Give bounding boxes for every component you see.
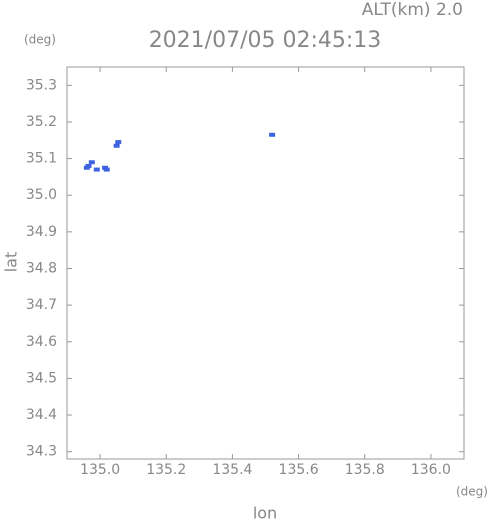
x-unit: (deg) — [456, 485, 488, 499]
point — [115, 140, 122, 145]
point — [83, 165, 90, 170]
x-tick-label: 136.0 — [411, 462, 451, 478]
point — [102, 165, 109, 170]
y-tick-label: 34.7 — [26, 297, 57, 313]
chart-title: 2021/07/05 02:45:13 — [149, 28, 382, 53]
point — [269, 132, 276, 137]
y-tick-label: 34.3 — [26, 444, 57, 460]
x-tick-label: 135.0 — [80, 462, 120, 478]
y-axis-label: lat — [2, 252, 21, 273]
plot-frame — [66, 66, 465, 460]
x-tick-label: 135.2 — [146, 462, 186, 478]
y-tick-label: 34.6 — [26, 334, 57, 350]
x-tick-label: 135.8 — [345, 462, 385, 478]
point — [93, 167, 100, 172]
y-tick-label: 34.4 — [26, 407, 57, 423]
y-tick-label: 35.0 — [26, 187, 57, 203]
y-tick-label: 35.2 — [26, 114, 57, 130]
y-unit: (deg) — [24, 33, 56, 47]
y-tick-label: 35.1 — [26, 151, 57, 167]
y-tick-label: 35.3 — [26, 77, 57, 93]
y-tick-label: 34.8 — [26, 260, 57, 276]
x-axis-label: lon — [253, 504, 277, 521]
subtitle: ALT(km) 2.0 — [362, 0, 463, 20]
point — [113, 143, 120, 148]
x-tick-label: 135.4 — [212, 462, 252, 478]
y-tick-label: 34.9 — [26, 224, 57, 240]
point — [88, 160, 95, 165]
x-tick-label: 135.6 — [279, 462, 319, 478]
y-tick-label: 34.5 — [26, 370, 57, 386]
